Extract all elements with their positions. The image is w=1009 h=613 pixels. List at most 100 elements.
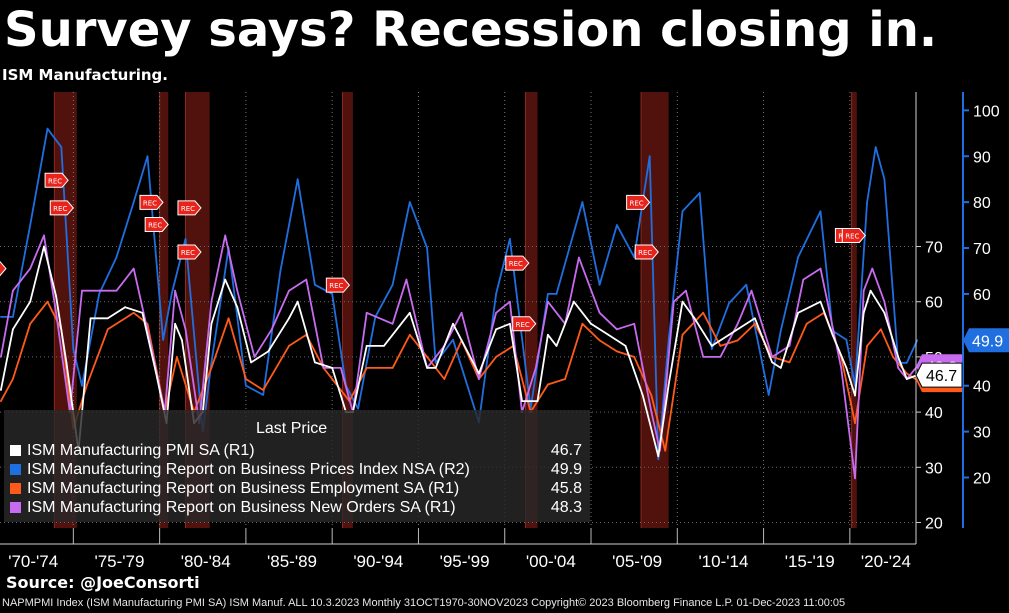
rec-marker-shape [0, 261, 7, 277]
y-right-tick-label: 30 [973, 425, 991, 442]
rec-marker: REC [139, 194, 164, 210]
series-point [270, 328, 273, 331]
legend-swatch-prices [10, 464, 21, 475]
series-point [581, 201, 584, 204]
y-left-tick-label: 20 [925, 515, 943, 532]
series-point [710, 348, 713, 350]
series-point [288, 317, 290, 320]
series-point [365, 345, 368, 347]
last-value-text: 49.9 [972, 333, 1003, 350]
series-point [288, 289, 290, 292]
series-point [322, 367, 325, 369]
series-point [736, 339, 739, 342]
rec-marker-label: REC [329, 282, 343, 290]
series-point [29, 224, 32, 227]
series-point [702, 311, 705, 314]
series-point [874, 146, 877, 149]
series-point [43, 234, 45, 237]
y-right-tick-label: 70 [973, 241, 991, 258]
series-point [869, 289, 872, 292]
rec-marker-label: REC [148, 221, 162, 229]
series-point [43, 245, 45, 248]
y-right-tick-label: 40 [973, 379, 991, 396]
series-point [434, 367, 437, 369]
rec-marker: REC [512, 316, 537, 332]
series-point [46, 127, 49, 130]
rec-marker-label: REC [630, 199, 644, 207]
series-point [29, 267, 32, 270]
axes: '70-'74 '75-'79 '80-'84 '85-'89 '90-'94 '95-'… [0, 92, 1000, 571]
rec-marker-shape [626, 194, 651, 210]
series-point [509, 322, 511, 325]
y-left-tick-label: 60 [925, 295, 943, 312]
legend-swatch-pmi [10, 445, 21, 456]
series-point [555, 345, 558, 347]
series-point [314, 361, 316, 364]
legend-value-employment: 45.8 [550, 480, 582, 497]
series-point [802, 278, 805, 281]
series-point [581, 322, 584, 325]
series-point [905, 378, 908, 380]
series-point [779, 329, 782, 332]
x-tick-label: '85-'89 [267, 552, 317, 571]
series-point [667, 383, 670, 386]
series-point [391, 367, 394, 369]
rec-marker-label: REC [509, 260, 523, 268]
y-left-tick-label: 30 [925, 460, 943, 477]
series-point [29, 322, 32, 325]
series-point [719, 356, 722, 358]
series-point [509, 300, 511, 303]
series-point [728, 302, 730, 304]
page-subtitle: ISM Manufacturing. [2, 66, 168, 84]
rec-marker: REC [177, 200, 202, 216]
series-point [331, 367, 334, 369]
series-point [426, 356, 428, 358]
series-point [408, 311, 411, 314]
series-point [572, 300, 575, 303]
series-point [227, 317, 230, 320]
series-point [616, 350, 618, 353]
legend-label-employment: ISM Manufacturing Report on Business Emp… [27, 480, 460, 497]
footer-note: NAPMPMI Index (ISM Manufacturing PMI SA)… [2, 597, 846, 609]
series-point [750, 289, 753, 292]
series-point [478, 372, 480, 375]
last-value-badge [915, 362, 963, 388]
series-point [408, 333, 411, 336]
series-point [598, 339, 601, 342]
series-point [616, 328, 618, 331]
rec-marker-label: REC [48, 177, 62, 185]
rec-marker: REC [325, 277, 351, 293]
series-point [598, 311, 601, 314]
series-point [779, 367, 782, 369]
series-point [0, 316, 2, 318]
series-point [383, 345, 385, 347]
rec-marker: REC [841, 227, 866, 243]
x-tick-label: '05-'09 [612, 552, 662, 571]
series-point [880, 328, 882, 331]
series-point [46, 300, 49, 303]
series-point [657, 455, 660, 458]
series-point [210, 367, 213, 369]
x-tick-label: '70-'74 [8, 552, 58, 571]
series-point [365, 367, 368, 369]
series-point [0, 389, 2, 391]
x-tick-label: '10-'14 [698, 552, 748, 571]
series-point [55, 295, 57, 298]
series-point [797, 311, 799, 314]
series-point [60, 146, 63, 149]
series-point [854, 394, 856, 397]
series-point [98, 293, 101, 295]
rec-marker-label: REC [845, 232, 859, 240]
series-point [745, 283, 748, 286]
rec-marker-shape [177, 200, 202, 216]
series-point [840, 367, 843, 369]
x-tick-label: '95-'99 [440, 552, 490, 571]
series-point [797, 256, 799, 259]
series-point [648, 155, 651, 158]
series-point [883, 178, 886, 181]
series-point [210, 300, 213, 303]
x-tick-label: '80-'84 [181, 552, 231, 571]
series-point [607, 333, 610, 336]
series-point [892, 356, 894, 358]
x-tick-label: '20-'24 [861, 552, 911, 571]
